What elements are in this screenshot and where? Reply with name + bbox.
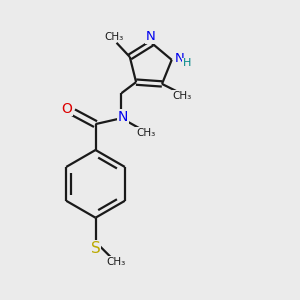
Text: H: H [183, 58, 191, 68]
Text: N: N [118, 110, 128, 124]
Text: N: N [175, 52, 185, 65]
Text: CH₃: CH₃ [136, 128, 155, 138]
Text: CH₃: CH₃ [104, 32, 123, 42]
Text: N: N [146, 30, 155, 43]
Text: CH₃: CH₃ [106, 257, 125, 267]
Text: S: S [91, 241, 100, 256]
Text: O: O [61, 102, 72, 116]
Text: CH₃: CH₃ [172, 91, 192, 101]
